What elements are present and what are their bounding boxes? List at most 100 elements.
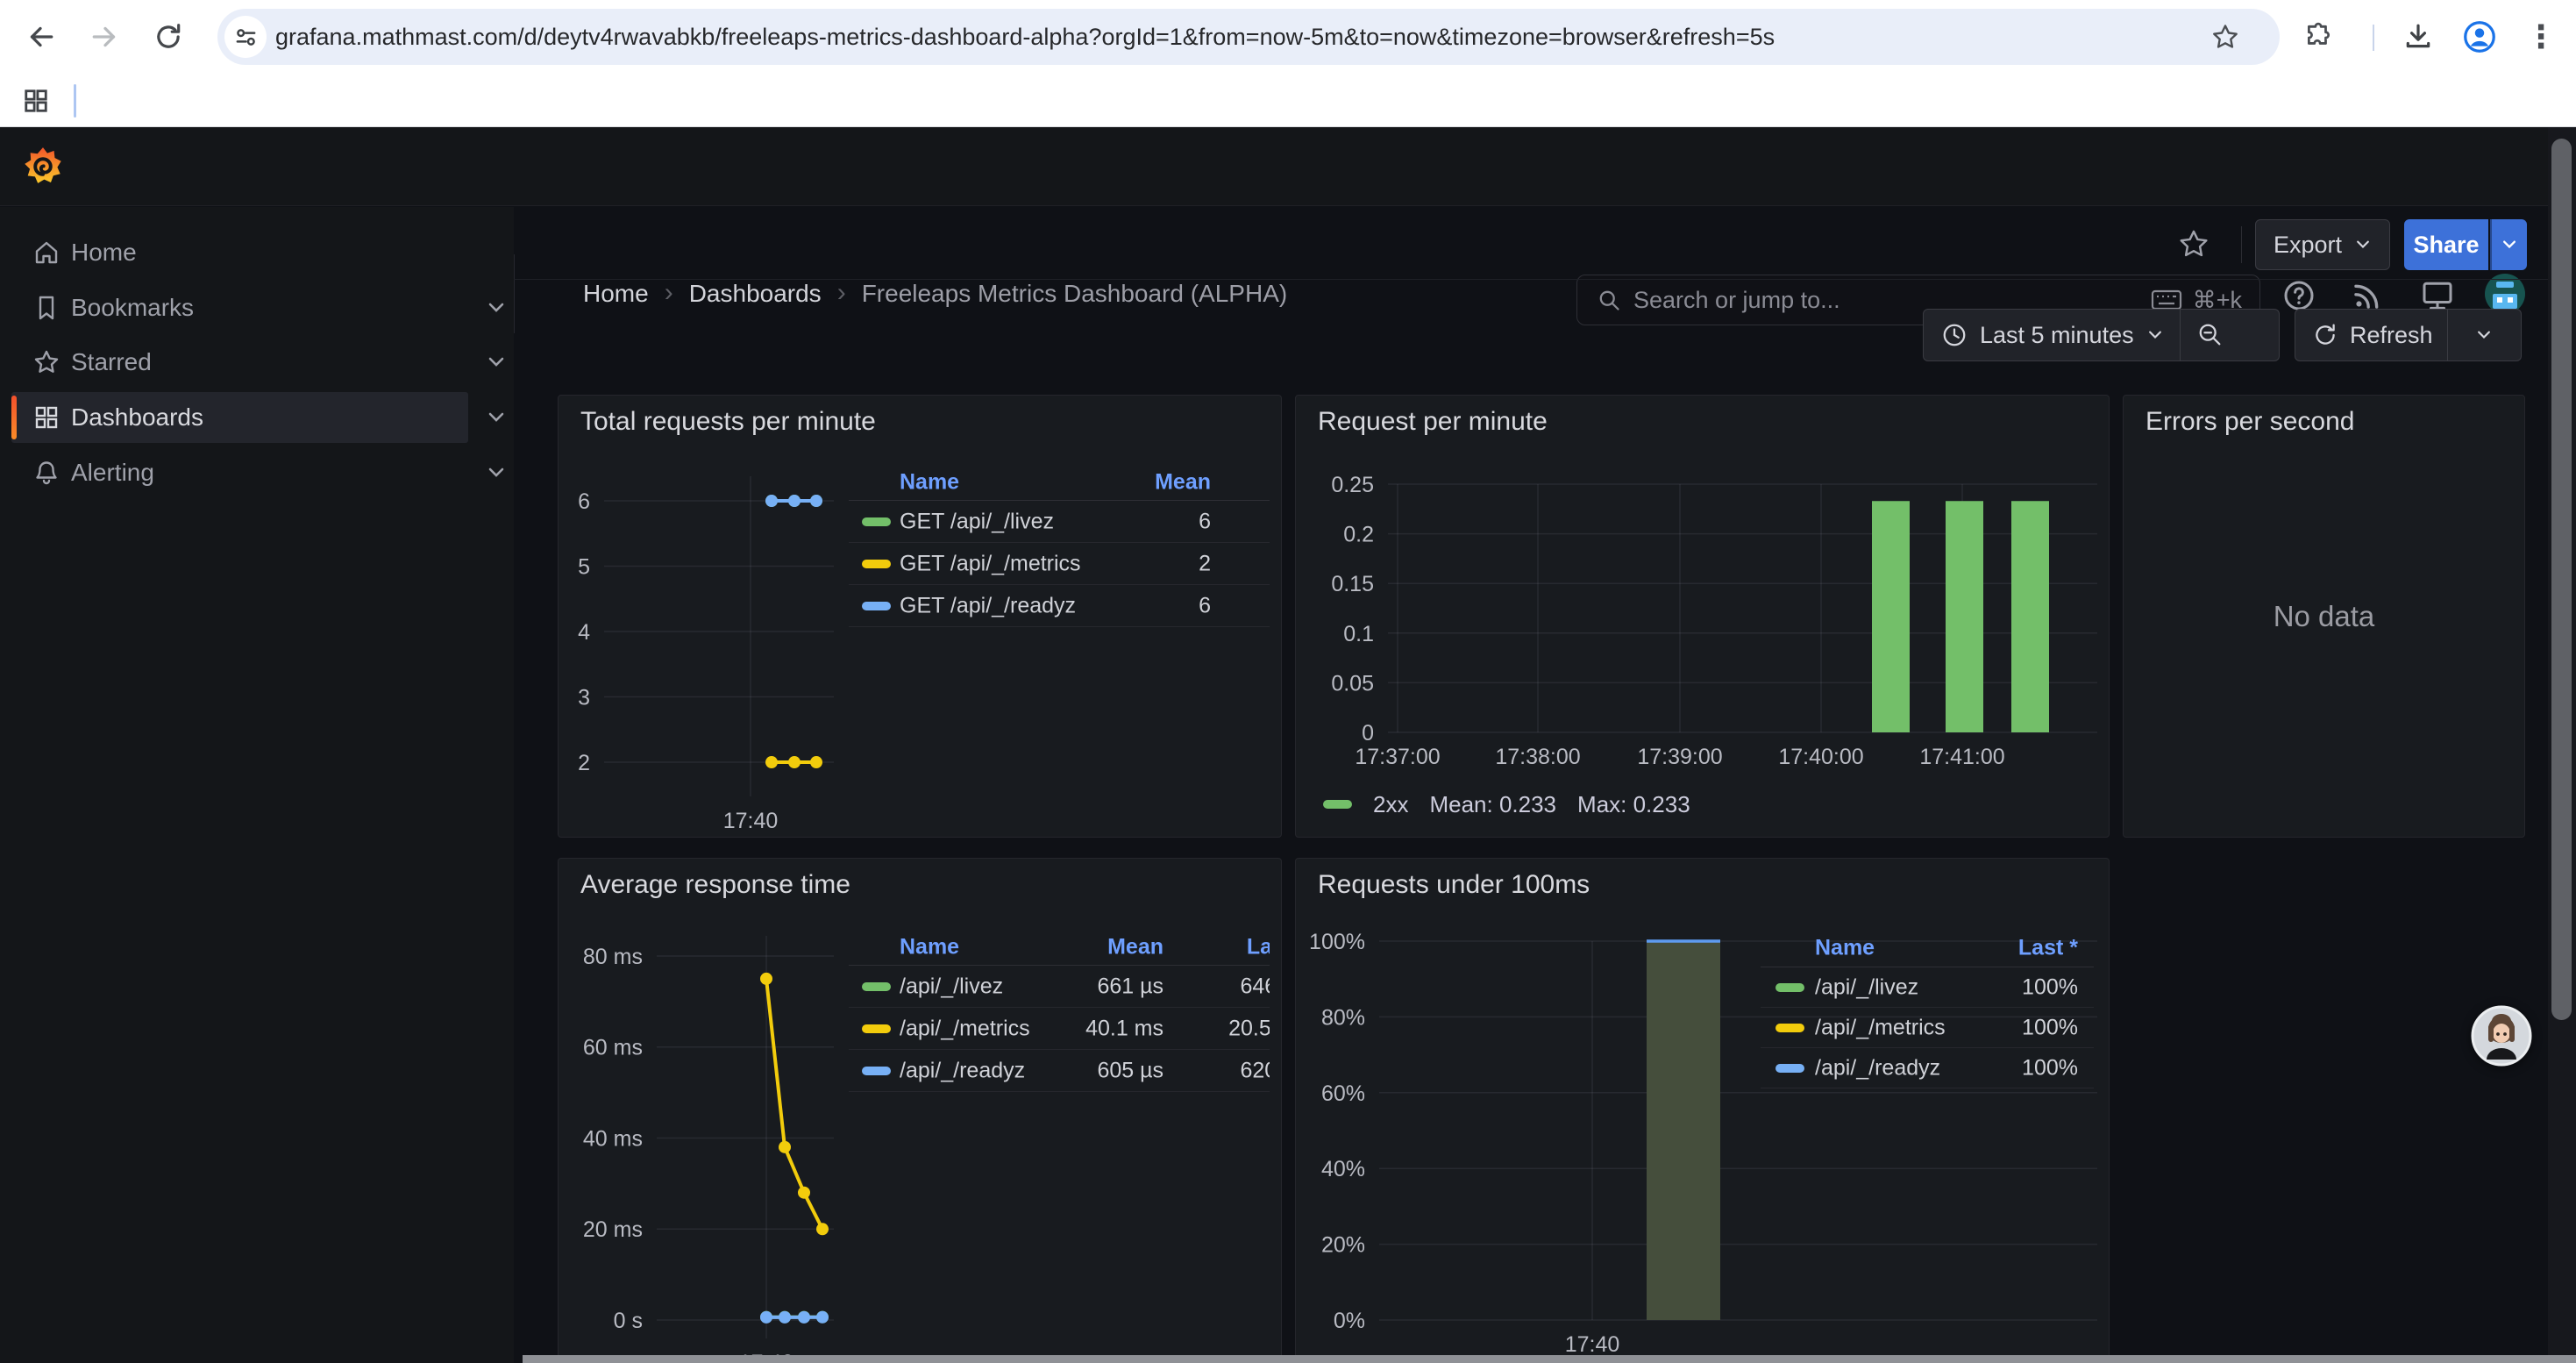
legend-table-total-requests[interactable]: Name Mean GET /api/_/livez 6 GET /api/_/metr…	[849, 465, 1270, 627]
series-swatch	[1775, 983, 1804, 992]
downloads-icon[interactable]	[2401, 19, 2436, 54]
floating-assistant-avatar[interactable]	[2471, 1005, 2532, 1067]
search-icon	[1597, 288, 1621, 312]
bookmarks-bar: Freeleaps 收藏博客	[0, 74, 2576, 127]
page-scrollbar-thumb[interactable]	[2551, 139, 2572, 1020]
reload-icon[interactable]	[151, 19, 186, 54]
horizontal-scrollbar-thumb[interactable]	[523, 1355, 2576, 1363]
series-swatch	[862, 602, 891, 610]
share-button[interactable]: Share	[2404, 219, 2488, 270]
legend-row[interactable]: /api/_/metrics 100%	[1761, 1008, 2094, 1048]
star-icon	[32, 348, 60, 376]
legend-row[interactable]: /api/_/readyz605 µs620 µs	[849, 1050, 1270, 1092]
export-label: Export	[2274, 232, 2342, 259]
profile-icon[interactable]	[2460, 18, 2499, 56]
legend-column-header[interactable]: Mean	[1155, 470, 1211, 496]
menu-kebab-icon[interactable]: ⋮	[2523, 19, 2558, 54]
sidebar-item-alerting[interactable]: Alerting	[11, 447, 468, 498]
chevron-down-icon[interactable]	[480, 297, 512, 318]
legend-row[interactable]: GET /api/_/livez 6	[849, 501, 1270, 543]
legend-row[interactable]: /api/_/metrics40.1 ms20.5 ms	[849, 1008, 1270, 1050]
grafana-logo[interactable]	[23, 146, 63, 187]
sidebar-item-label: Home	[71, 239, 137, 267]
legend-header: Name Last *	[1761, 930, 2094, 967]
legend-row[interactable]: /api/_/livez661 µs646 µs	[849, 966, 1270, 1008]
series-swatch	[1775, 1024, 1804, 1032]
url-text[interactable]: grafana.mathmast.com/d/deytv4rwavabkb/fr…	[275, 9, 1775, 65]
share-dropdown-button[interactable]	[2490, 219, 2527, 270]
sidebar-item-home[interactable]: Home	[11, 227, 468, 278]
chevron-down-icon[interactable]	[480, 407, 512, 428]
series-name[interactable]: /api/_/livez	[1815, 974, 1918, 1000]
bookmark-icon	[32, 294, 60, 322]
time-range-picker[interactable]: Last 5 minutes	[1924, 310, 2180, 360]
chevron-down-icon[interactable]	[480, 352, 512, 373]
series-value: 6	[1199, 593, 1211, 618]
series-name[interactable]: /api/_/livez	[900, 974, 1003, 999]
sidebar-item-dashboards[interactable]: Dashboards	[11, 392, 468, 443]
sidebar-item-bookmarks[interactable]: Bookmarks	[11, 282, 468, 333]
series-value: 646 µs	[1240, 974, 1270, 999]
legend-column-header[interactable]: Name	[900, 935, 959, 960]
address-bar[interactable]: grafana.mathmast.com/d/deytv4rwavabkb/fr…	[217, 9, 2280, 65]
refresh-interval-dropdown[interactable]	[2447, 310, 2521, 360]
series-value: 100%	[2022, 1015, 2078, 1040]
legend-column-header[interactable]: Name	[1815, 936, 1875, 961]
home-icon	[32, 239, 60, 267]
breadcrumb-dashboards[interactable]: Dashboards	[689, 254, 822, 333]
series-swatch	[1323, 800, 1352, 809]
bell-icon	[32, 459, 60, 487]
breadcrumb-home[interactable]: Home	[583, 254, 649, 333]
series-name[interactable]: /api/_/readyz	[1815, 1055, 1940, 1081]
zoom-out-time-button[interactable]	[2180, 310, 2241, 360]
legend-row[interactable]: GET /api/_/readyz 6	[849, 585, 1270, 627]
series-value: 605 µs	[1097, 1058, 1163, 1083]
apps-grid-icon[interactable]	[19, 84, 53, 118]
no-data-label: No data	[2123, 395, 2525, 838]
panel-title[interactable]: Requests under 100ms	[1318, 870, 1590, 900]
series-value: 100%	[2022, 974, 2078, 1000]
series-name[interactable]: GET /api/_/metrics	[900, 551, 1081, 576]
panel-title[interactable]: Average response time	[580, 870, 850, 900]
sidebar-item-starred[interactable]: Starred	[11, 337, 468, 388]
export-button[interactable]: Export	[2255, 219, 2390, 270]
chevron-down-icon	[2354, 239, 2372, 251]
legend-row[interactable]: /api/_/livez 100%	[1761, 967, 2094, 1008]
series-name[interactable]: GET /api/_/livez	[900, 509, 1054, 534]
legend-column-header[interactable]: Name	[900, 470, 959, 496]
breadcrumb-separator: ›	[649, 254, 689, 333]
series-swatch	[862, 982, 891, 991]
series-name[interactable]: 2xx	[1373, 791, 1408, 818]
series-name[interactable]: /api/_/metrics	[900, 1016, 1030, 1041]
chevron-down-icon	[2146, 329, 2164, 341]
sidebar-item-label: Bookmarks	[71, 294, 194, 322]
legend-column-header[interactable]: Last *	[1247, 935, 1270, 960]
back-icon[interactable]	[23, 19, 58, 54]
legend-table-avg-response[interactable]: Name Mean Last * /api/_/livez661 µs646 µs/a…	[849, 930, 1270, 1092]
refresh-button[interactable]: Refresh	[2295, 310, 2447, 360]
favorite-dashboard-star-icon[interactable]	[2173, 223, 2215, 265]
chevron-down-icon[interactable]	[480, 462, 512, 483]
browser-toolbar: grafana.mathmast.com/d/deytv4rwavabkb/fr…	[0, 0, 2576, 74]
series-name[interactable]: GET /api/_/readyz	[900, 593, 1076, 618]
legend-column-header[interactable]: Last *	[2018, 936, 2078, 961]
legend-row[interactable]: GET /api/_/metrics2	[849, 543, 1270, 585]
series-name[interactable]: /api/_/readyz	[900, 1058, 1025, 1083]
legend-row[interactable]: /api/_/readyz100%	[1761, 1048, 2094, 1088]
panel-title[interactable]: Total requests per minute	[580, 407, 876, 437]
panel-title[interactable]: Request per minute	[1318, 407, 1548, 437]
legend-request-per-minute[interactable]: 2xx Mean: 0.233 Max: 0.233	[1323, 789, 1690, 819]
forward-icon[interactable]	[88, 19, 123, 54]
legend-table-under-100ms[interactable]: NameLast */api/_/livez100%/api/_/metrics…	[1761, 930, 2094, 1088]
series-value: 6	[1199, 509, 1211, 534]
series-name[interactable]: /api/_/metrics	[1815, 1015, 1946, 1040]
site-settings-icon[interactable]	[224, 16, 267, 58]
bookmark-star-icon[interactable]	[2211, 23, 2239, 55]
series-swatch	[862, 1067, 891, 1075]
extensions-icon[interactable]	[2301, 19, 2336, 54]
legend-column-header[interactable]: Mean	[1107, 935, 1163, 960]
sidebar-item-label: Dashboards	[71, 403, 203, 432]
series-max: Max: 0.233	[1577, 791, 1690, 818]
dashboards-grid-icon	[32, 403, 60, 432]
time-range-label: Last 5 minutes	[1980, 322, 2134, 349]
